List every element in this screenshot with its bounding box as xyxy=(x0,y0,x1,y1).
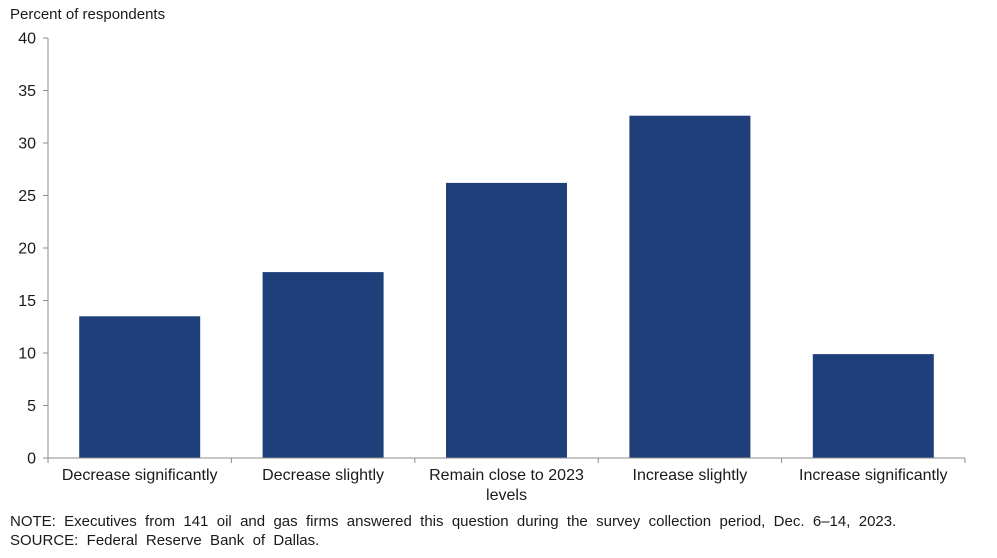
bar-0 xyxy=(79,316,201,459)
y-tick-label: 20 xyxy=(18,241,36,258)
bar-1 xyxy=(262,272,384,458)
x-category-label: levels xyxy=(486,487,527,504)
y-tick-label: 30 xyxy=(18,136,36,153)
chart-note: NOTE: Executives from 141 oil and gas fi… xyxy=(10,513,896,530)
y-tick-label: 35 xyxy=(18,83,36,100)
y-axis-label: Percent of respondents xyxy=(10,6,165,23)
y-tick-label: 5 xyxy=(27,398,36,415)
chart-source: SOURCE: Federal Reserve Bank of Dallas. xyxy=(10,532,319,549)
y-tick-labels: 0 5 10 15 20 25 30 35 40 xyxy=(18,31,36,468)
y-tick-label: 40 xyxy=(18,31,36,48)
x-category-label: Increase slightly xyxy=(633,467,748,484)
x-category-labels: Decrease significantly Decrease slightly R… xyxy=(62,467,948,504)
bar-4 xyxy=(812,354,934,458)
axes-layer xyxy=(43,37,966,463)
y-tick-label: 15 xyxy=(18,293,36,310)
x-category-label: Increase significantly xyxy=(799,467,948,484)
y-tick-label: 0 xyxy=(27,451,36,468)
y-tick-label: 25 xyxy=(18,188,36,205)
x-category-label: Decrease slightly xyxy=(262,467,384,484)
bars-layer xyxy=(79,115,934,459)
bar-3 xyxy=(629,115,751,458)
bar-2 xyxy=(446,182,567,458)
x-category-label: Remain close to 2023 xyxy=(429,467,584,484)
x-category-label: Decrease significantly xyxy=(62,467,218,484)
y-tick-label: 10 xyxy=(18,346,36,363)
